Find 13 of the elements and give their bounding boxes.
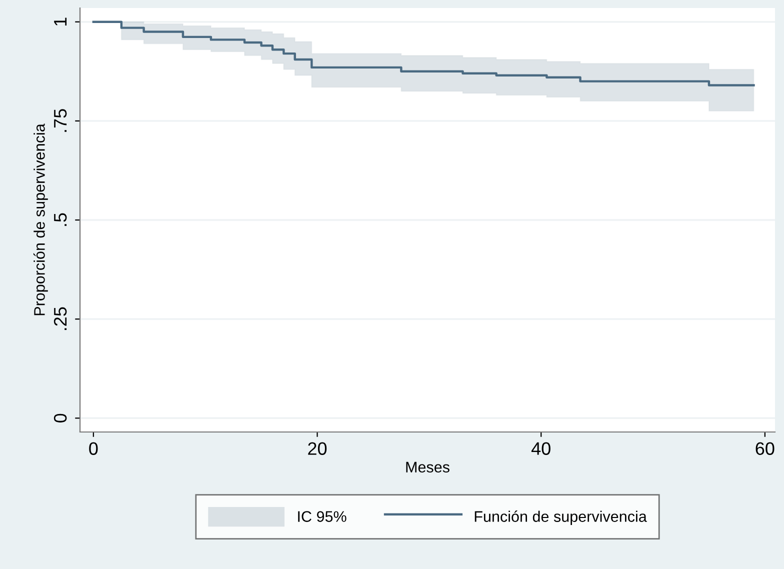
x-tick-label: 0 bbox=[89, 442, 98, 455]
x-tick-label: 60 bbox=[756, 442, 774, 455]
x-axis-title: Meses bbox=[406, 462, 450, 473]
x-tick-label: 40 bbox=[531, 442, 550, 455]
legend-label: Función de supervivencia bbox=[474, 510, 647, 525]
y-tick-label: 1 bbox=[54, 18, 67, 26]
y-tick-label: 0 bbox=[54, 414, 67, 422]
y-tick-label: .75 bbox=[54, 109, 67, 132]
text: IC 95% bbox=[298, 511, 346, 522]
y-axis-title: Proporción de supervivencia bbox=[33, 124, 48, 316]
x-tick-label: 20 bbox=[308, 442, 327, 455]
y-tick-label: .5 bbox=[54, 213, 67, 226]
y-tick-label: .25 bbox=[54, 307, 67, 330]
